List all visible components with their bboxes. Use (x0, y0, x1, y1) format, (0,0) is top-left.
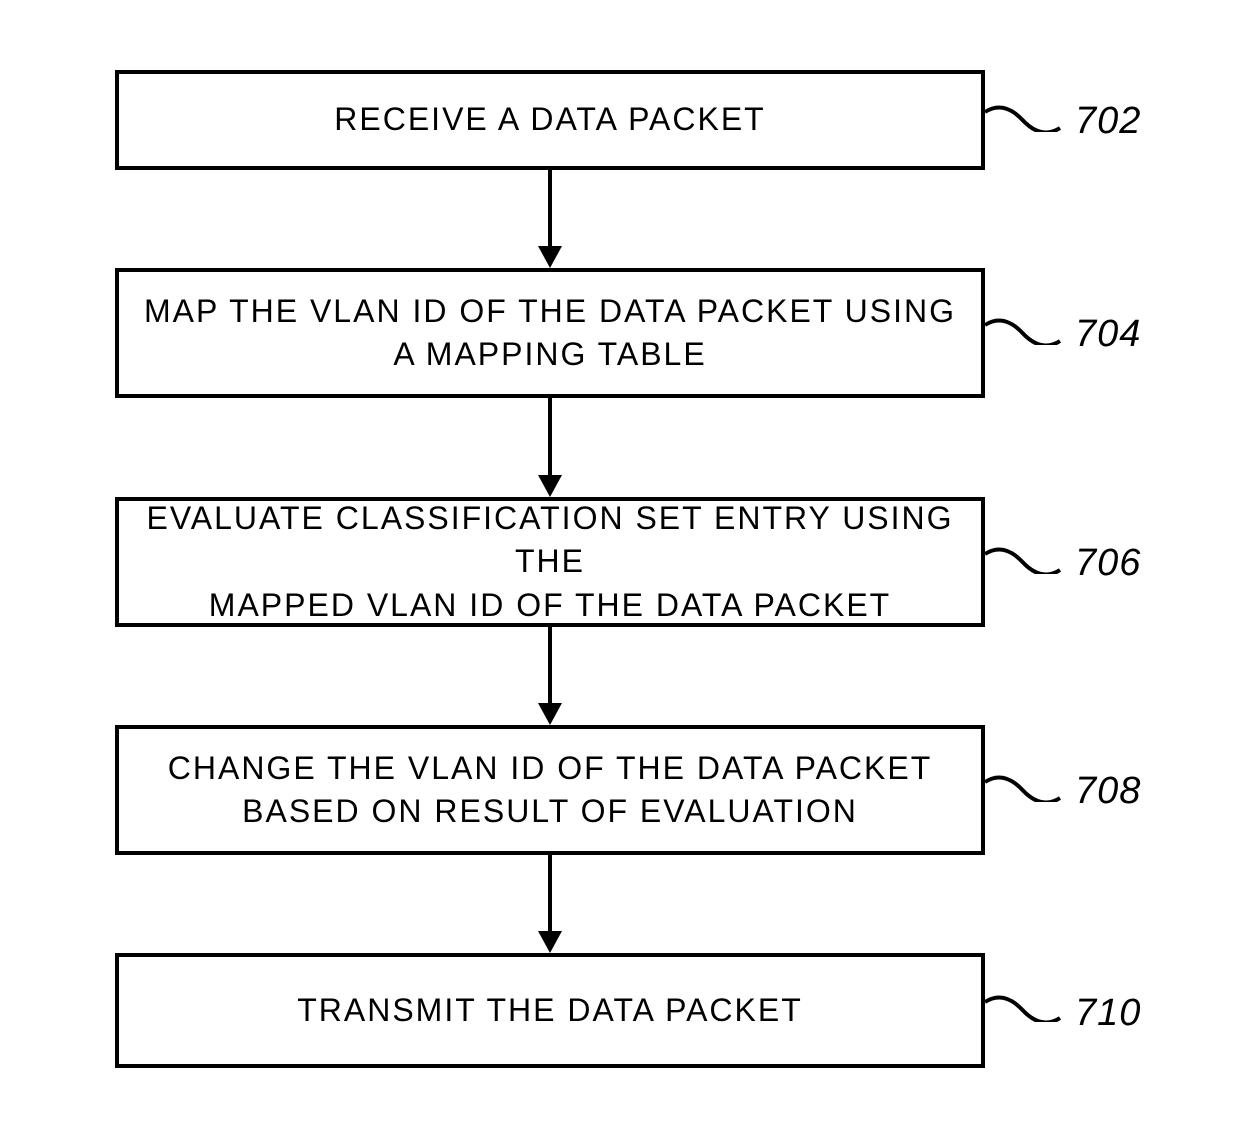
flowchart-node-text: RECEIVE A DATA PACKET (318, 90, 781, 149)
reference-connector-icon (980, 92, 1065, 132)
reference-connector-icon (980, 305, 1065, 345)
flowchart-reference-label: 710 (1075, 992, 1141, 1035)
flowchart-arrow-line (548, 855, 552, 933)
flowchart-node: CHANGE THE VLAN ID OF THE DATA PACKET BA… (115, 725, 985, 855)
flowchart-node-text: TRANSMIT THE DATA PACKET (281, 981, 819, 1040)
flowchart-arrow-line (548, 627, 552, 705)
reference-connector-icon (980, 982, 1065, 1022)
flowchart-reference-label: 704 (1075, 313, 1141, 356)
flowchart-arrow-line (548, 398, 552, 477)
flowchart-arrow-head-icon (538, 246, 562, 268)
reference-connector-icon (980, 534, 1065, 574)
flowchart-arrow-line (548, 170, 552, 248)
flowchart-node-text: EVALUATE CLASSIFICATION SET ENTRY USING … (119, 489, 981, 635)
flowchart-reference-label: 708 (1075, 770, 1141, 813)
flowchart-node-text: CHANGE THE VLAN ID OF THE DATA PACKET BA… (152, 739, 949, 841)
flowchart-reference-label: 706 (1075, 542, 1141, 585)
flowchart-node: TRANSMIT THE DATA PACKET (115, 953, 985, 1068)
flowchart-reference-label: 702 (1075, 100, 1141, 143)
flowchart-canvas: RECEIVE A DATA PACKET 702 MAP THE VLAN ID … (0, 0, 1240, 1122)
flowchart-node: MAP THE VLAN ID OF THE DATA PACKET USING… (115, 268, 985, 398)
flowchart-arrow-head-icon (538, 475, 562, 497)
flowchart-arrow-head-icon (538, 703, 562, 725)
flowchart-node: RECEIVE A DATA PACKET (115, 70, 985, 170)
flowchart-node-text: MAP THE VLAN ID OF THE DATA PACKET USING… (128, 282, 972, 384)
reference-connector-icon (980, 762, 1065, 802)
flowchart-node: EVALUATE CLASSIFICATION SET ENTRY USING … (115, 497, 985, 627)
flowchart-arrow-head-icon (538, 931, 562, 953)
